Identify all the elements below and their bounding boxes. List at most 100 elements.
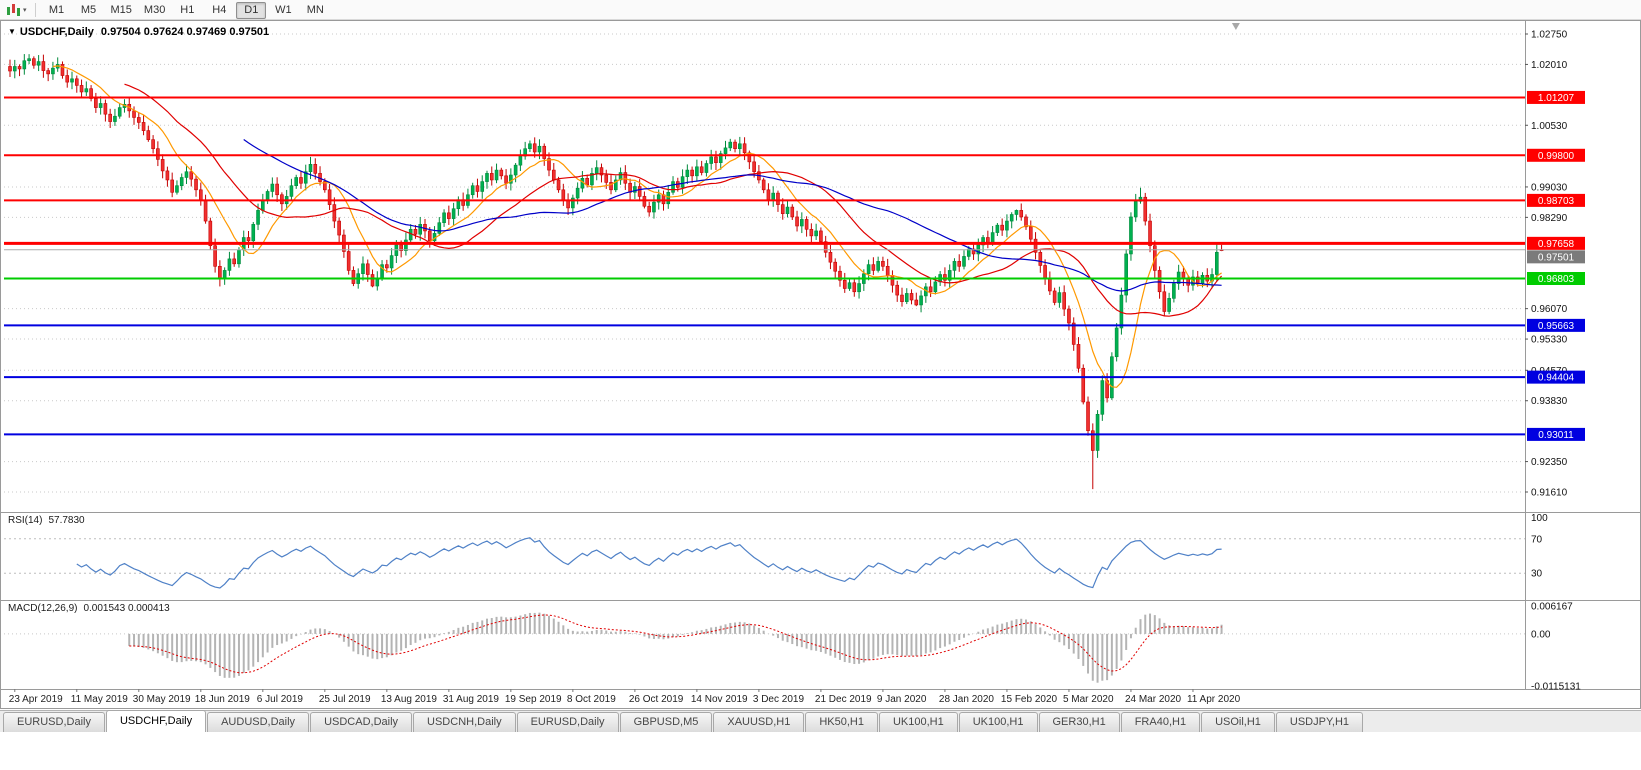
candle-body bbox=[1129, 216, 1133, 255]
candle-body bbox=[289, 185, 294, 197]
price-badge-label: 0.99800 bbox=[1538, 151, 1575, 162]
candle-body bbox=[8, 66, 12, 72]
candle-body bbox=[222, 270, 227, 279]
candle-body bbox=[94, 98, 98, 108]
candle-body bbox=[346, 251, 351, 271]
candle-body bbox=[609, 182, 613, 191]
candle-body bbox=[418, 224, 423, 235]
candle-body bbox=[227, 258, 232, 271]
candle-body bbox=[933, 281, 938, 293]
candle-body bbox=[46, 70, 50, 75]
candle-body bbox=[971, 248, 976, 255]
chart-tab-uk100-h1-9[interactable]: UK100,H1 bbox=[878, 712, 958, 732]
candle-body bbox=[604, 174, 609, 183]
chart-tab-gbpusd-m5-6[interactable]: GBPUSD,M5 bbox=[619, 712, 713, 732]
timeframe-button-mn[interactable]: MN bbox=[306, 4, 324, 16]
timeframe-button-m5[interactable]: M5 bbox=[80, 4, 97, 16]
date-axis-label: 8 Oct 2019 bbox=[567, 694, 616, 705]
candle-body bbox=[51, 67, 55, 75]
candle-body bbox=[943, 274, 947, 281]
chart-tab-usoil-h1-13[interactable]: USOil,H1 bbox=[1201, 712, 1275, 732]
price-axis-label: 0.98290 bbox=[1531, 213, 1568, 224]
chart-tab-usdcad-daily-3[interactable]: USDCAD,Daily bbox=[310, 712, 413, 732]
candle-body bbox=[776, 192, 780, 205]
candle-body bbox=[671, 181, 675, 193]
candle-body bbox=[575, 187, 580, 199]
timeframe-button-w1[interactable]: W1 bbox=[275, 4, 292, 16]
candle-body bbox=[661, 194, 666, 205]
macd-axis-label: 0.00 bbox=[1531, 629, 1551, 640]
price-badge-label: 0.93011 bbox=[1538, 430, 1574, 441]
candle-body bbox=[299, 177, 303, 184]
candle-body bbox=[957, 261, 962, 267]
chart-tab-ger30-h1-11[interactable]: GER30,H1 bbox=[1038, 712, 1120, 732]
price-badge bbox=[1527, 236, 1585, 250]
candle-body bbox=[1062, 292, 1066, 310]
candle-body bbox=[919, 295, 923, 306]
candle-body bbox=[909, 293, 914, 301]
candle-body bbox=[1186, 278, 1190, 286]
price-badge-label: 0.98703 bbox=[1538, 196, 1575, 207]
candle-body bbox=[800, 219, 804, 227]
candle-body bbox=[480, 181, 485, 192]
candle-body bbox=[70, 78, 74, 83]
candle-body bbox=[1162, 291, 1167, 312]
candle-body bbox=[1081, 367, 1086, 403]
candle-body bbox=[871, 264, 876, 271]
candle-body bbox=[628, 182, 632, 193]
chart-tab-audusd-daily-2[interactable]: AUDUSD,Daily bbox=[207, 712, 310, 732]
chart-tab-usdchf-daily-1[interactable]: USDCHF,Daily bbox=[105, 710, 207, 732]
candle-body bbox=[113, 115, 117, 122]
candle-body bbox=[666, 191, 671, 205]
candle-body bbox=[966, 248, 971, 257]
candle-body bbox=[714, 156, 718, 163]
chart-tab-usdcnh-daily-4[interactable]: USDCNH,Daily bbox=[413, 712, 516, 732]
candle-body bbox=[179, 177, 184, 187]
candle-body bbox=[1167, 298, 1171, 312]
ma-line-50 bbox=[243, 139, 1222, 292]
chart-tab-bar: EURUSD,Daily USDCHF,Daily AUDUSD,Daily USDC… bbox=[0, 710, 1641, 732]
chart-type-menu-button[interactable]: ▾ bbox=[4, 3, 30, 16]
chart-window-border bbox=[0, 20, 1641, 709]
candle-body bbox=[842, 279, 847, 289]
candle-body bbox=[108, 113, 112, 122]
timeframe-button-m1[interactable]: M1 bbox=[48, 4, 65, 16]
candle-body bbox=[413, 228, 418, 235]
candle-body bbox=[308, 164, 313, 173]
quote-dropdown-icon[interactable]: ▼ bbox=[8, 27, 16, 36]
chart-tab-eurusd-daily-5[interactable]: EURUSD,Daily bbox=[516, 712, 619, 732]
candle-body bbox=[1048, 278, 1052, 292]
timeframe-button-m30[interactable]: M30 bbox=[143, 4, 166, 16]
candle-body bbox=[89, 88, 93, 99]
chart-tab-eurusd-daily-0[interactable]: EURUSD,Daily bbox=[3, 712, 105, 732]
chart-tab-xauusd-h1-7[interactable]: XAUUSD,H1 bbox=[713, 712, 805, 732]
price-badge-label: 0.97501 bbox=[1538, 252, 1575, 263]
chart-canvas[interactable]: 1.02750 1.02010 1.00530 0.99030 0.98290 0.960… bbox=[0, 20, 1641, 710]
candle-body bbox=[151, 139, 155, 150]
candle-body bbox=[742, 143, 747, 154]
chart-tab-fra40-h1-12[interactable]: FRA40,H1 bbox=[1120, 712, 1201, 732]
date-axis-label: 18 Jun 2019 bbox=[195, 694, 250, 705]
candle-body bbox=[332, 204, 337, 222]
ma-line-10 bbox=[52, 65, 1222, 388]
timeframe-button-d1[interactable]: D1 bbox=[236, 2, 267, 19]
timeframe-button-h1[interactable]: H1 bbox=[180, 4, 195, 16]
candle-body bbox=[313, 164, 318, 174]
chart-tab-usdjpy-h1-14[interactable]: USDJPY,H1 bbox=[1275, 712, 1364, 732]
candle-body bbox=[1038, 252, 1043, 266]
chart-tab-uk100-h1-10[interactable]: UK100,H1 bbox=[958, 712, 1038, 732]
candle-body bbox=[995, 224, 1000, 233]
candle-body bbox=[618, 172, 623, 181]
date-axis[interactable]: 23 Apr 2019 11 May 2019 30 May 2019 18 Jun … bbox=[9, 689, 1241, 705]
price-axis-label: 0.95330 bbox=[1531, 335, 1568, 346]
price-badge bbox=[1527, 271, 1585, 285]
candle-body bbox=[256, 210, 260, 225]
candle-body bbox=[389, 255, 394, 269]
date-axis-label: 5 Mar 2020 bbox=[1063, 694, 1114, 705]
candle-body bbox=[294, 177, 299, 187]
date-axis-label: 11 May 2019 bbox=[71, 694, 129, 705]
chart-tab-hk50-h1-8[interactable]: HK50,H1 bbox=[805, 712, 878, 732]
timeframe-button-m15[interactable]: M15 bbox=[110, 4, 132, 16]
timeframe-button-h4[interactable]: H4 bbox=[212, 4, 227, 16]
price-badge-label: 1.01207 bbox=[1538, 93, 1575, 104]
